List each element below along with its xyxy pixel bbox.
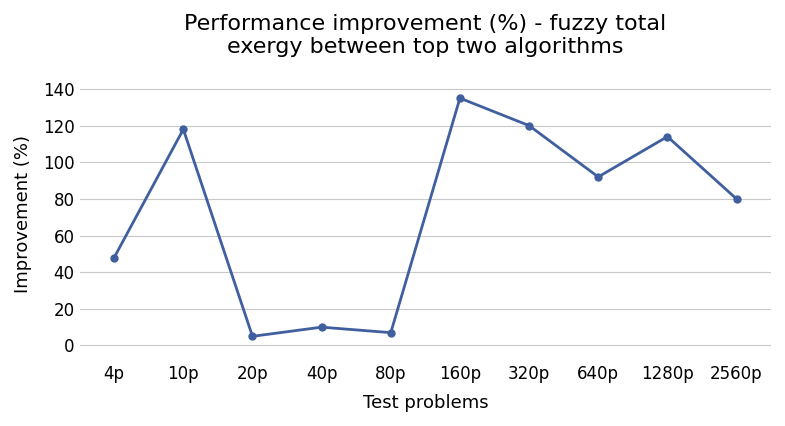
X-axis label: Test problems: Test problems: [363, 394, 488, 412]
Y-axis label: Improvement (%): Improvement (%): [14, 135, 32, 293]
Title: Performance improvement (%) - fuzzy total
exergy between top two algorithms: Performance improvement (%) - fuzzy tota…: [184, 14, 666, 57]
